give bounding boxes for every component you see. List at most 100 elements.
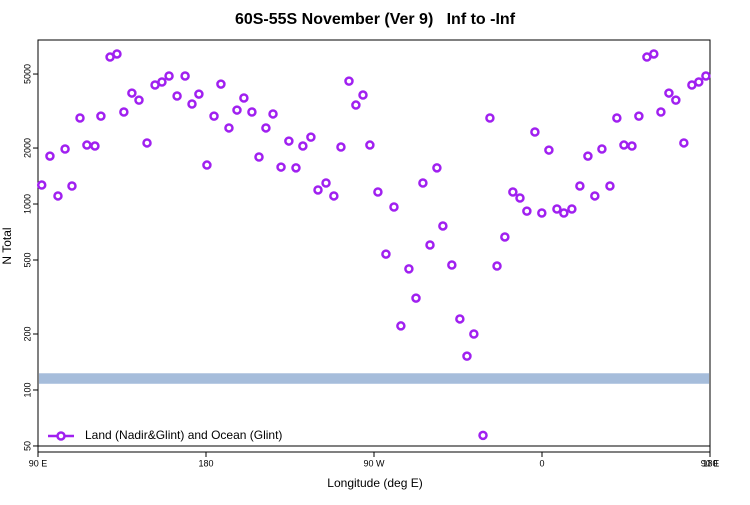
- point: [142, 138, 152, 148]
- point: [432, 163, 442, 173]
- point: [597, 144, 607, 154]
- point: [485, 113, 495, 123]
- point: [396, 321, 406, 331]
- point: [389, 202, 399, 212]
- point: [232, 105, 242, 115]
- point: [530, 127, 540, 137]
- point: [583, 151, 593, 161]
- point: [329, 191, 339, 201]
- point: [537, 208, 547, 218]
- point: [351, 100, 361, 110]
- y-tick-label: 200: [22, 326, 32, 341]
- point: [194, 89, 204, 99]
- plot-frame: [37, 39, 711, 453]
- x-tick-label: 180: [702, 458, 717, 468]
- point: [619, 140, 629, 150]
- point: [187, 99, 197, 109]
- point: [418, 178, 428, 188]
- y-tick-label: 2000: [22, 138, 32, 158]
- point: [612, 113, 622, 123]
- point: [373, 187, 383, 197]
- legend-swatch: [56, 431, 66, 441]
- point: [679, 138, 689, 148]
- point: [455, 314, 465, 324]
- point: [411, 293, 421, 303]
- point: [134, 95, 144, 105]
- point: [605, 181, 615, 191]
- x-tick-label: 0: [539, 458, 544, 468]
- point: [515, 193, 525, 203]
- point: [425, 240, 435, 250]
- point: [649, 49, 659, 59]
- point: [544, 145, 554, 155]
- y-tick-label: 1000: [22, 194, 32, 214]
- point: [172, 91, 182, 101]
- point: [53, 191, 63, 201]
- x-tick-label: 180: [198, 458, 213, 468]
- point: [522, 206, 532, 216]
- point: [462, 351, 472, 361]
- point: [365, 140, 375, 150]
- point: [164, 71, 174, 81]
- point: [478, 430, 488, 441]
- point: [96, 111, 106, 121]
- x-tick-label: 90 E: [701, 458, 720, 468]
- point: [634, 111, 644, 121]
- point: [291, 163, 301, 173]
- point: [344, 76, 354, 86]
- point: [112, 49, 122, 59]
- point: [284, 136, 294, 146]
- legend-label: Land (Nadir&Glint) and Ocean (Glint): [85, 428, 282, 442]
- point: [313, 185, 323, 195]
- reference-band: [39, 373, 709, 384]
- point: [276, 162, 286, 172]
- point: [67, 181, 77, 191]
- point: [216, 79, 226, 89]
- point: [224, 123, 234, 133]
- x-tick-label: 90 W: [363, 458, 385, 468]
- point: [239, 93, 249, 103]
- y-tick-label: 5000: [22, 64, 32, 84]
- point: [60, 144, 70, 154]
- point: [321, 178, 331, 188]
- point: [575, 181, 585, 191]
- point: [45, 151, 55, 161]
- point: [127, 88, 137, 98]
- point: [627, 141, 637, 151]
- point: [261, 123, 271, 133]
- y-tick-label: 100: [22, 382, 32, 397]
- point: [247, 107, 257, 117]
- point: [590, 191, 600, 201]
- point: [500, 232, 510, 242]
- point: [90, 141, 100, 151]
- point: [306, 132, 316, 142]
- y-tick-label: 50: [22, 441, 32, 451]
- point: [469, 329, 479, 339]
- point: [209, 111, 219, 121]
- point: [559, 208, 569, 218]
- y-tick-label: 500: [22, 252, 32, 267]
- point: [438, 221, 448, 231]
- point: [36, 180, 47, 190]
- x-tick-label: 90 E: [29, 458, 48, 468]
- point: [701, 71, 711, 81]
- x-axis-label: Longitude (deg E): [327, 476, 422, 490]
- point: [157, 77, 167, 87]
- point: [180, 71, 190, 81]
- point: [404, 264, 414, 274]
- point: [358, 90, 368, 100]
- point: [202, 160, 212, 170]
- point: [671, 95, 681, 105]
- point: [567, 204, 577, 214]
- point: [508, 187, 518, 197]
- point: [75, 113, 85, 123]
- point: [664, 88, 674, 98]
- point: [298, 141, 308, 151]
- chart-title: 60S-55S November (Ver 9) Inf to -Inf: [235, 11, 516, 28]
- point: [381, 249, 391, 259]
- point: [552, 204, 562, 214]
- point: [268, 109, 278, 119]
- point: [119, 107, 129, 117]
- point: [492, 261, 502, 271]
